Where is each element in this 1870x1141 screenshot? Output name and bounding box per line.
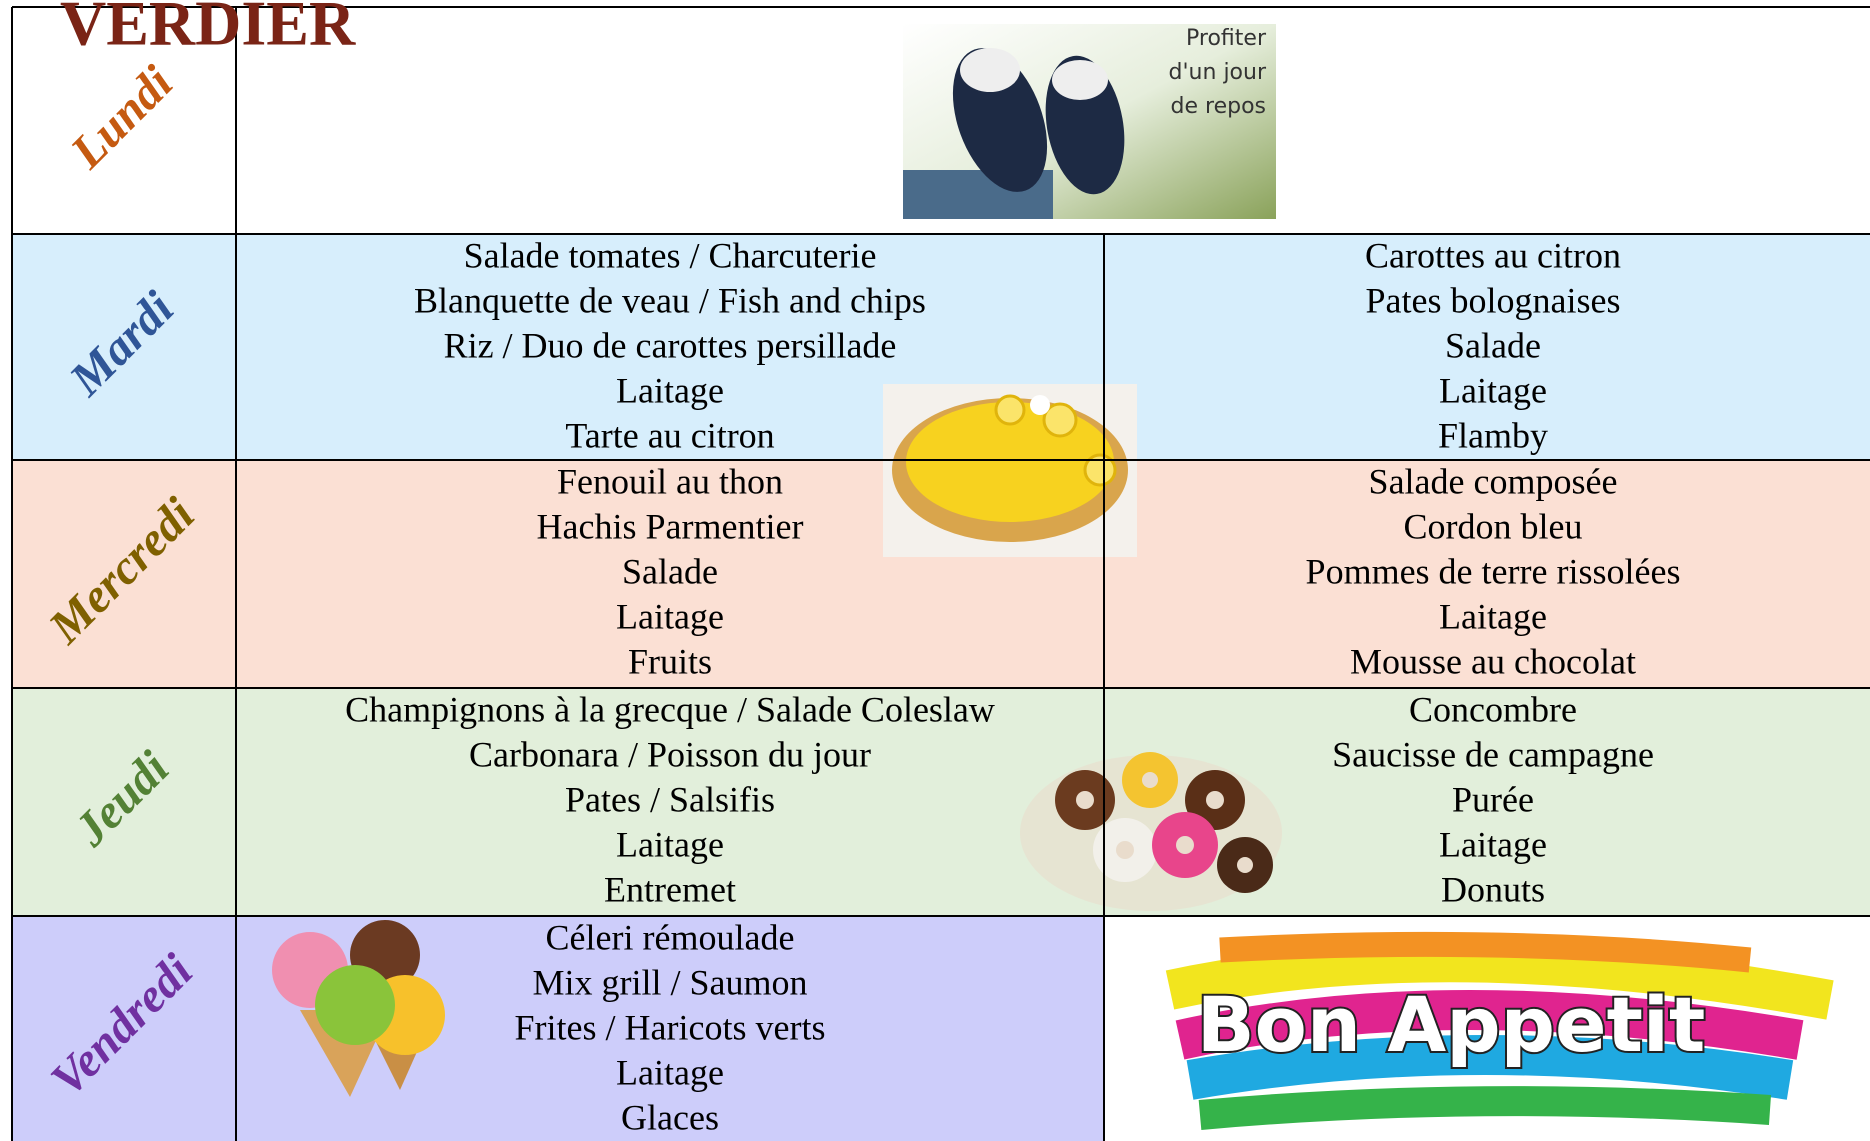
ice-cream-picture (272, 920, 445, 1097)
dinner-item: Concombre (1409, 689, 1577, 729)
bon-appetit-banner: Bon Appetit (1165, 930, 1834, 1130)
lunch-item: Carbonara / Poisson du jour (469, 734, 871, 774)
dinner-item: Pommes de terre rissolées (1306, 551, 1681, 591)
lemon-tart-picture (883, 384, 1137, 557)
dinner-item: Salade (1445, 325, 1541, 365)
rest-day-picture (903, 24, 1276, 219)
dinner-item: Pates bolognaises (1366, 280, 1621, 320)
dinner-item: Flamby (1438, 415, 1548, 455)
lunch-item: Tarte au citron (565, 415, 774, 455)
lunch-item: Salade (622, 551, 718, 591)
lunch-item: Laitage (616, 370, 724, 410)
closing-text: Bon Appetit (1197, 980, 1706, 1069)
lunch-item: Laitage (616, 824, 724, 864)
lunch-item: Blanquette de veau / Fish and chips (414, 280, 926, 320)
dinner-item: Laitage (1439, 596, 1547, 636)
donuts-picture (1020, 752, 1282, 911)
lunch-item: Hachis Parmentier (537, 506, 804, 546)
row-background (12, 688, 1870, 916)
lunch-item: Champignons à la grecque / Salade Colesl… (345, 689, 995, 729)
lunch-item: Glaces (621, 1097, 719, 1137)
lunch-item: Riz / Duo de carottes persillade (444, 325, 897, 365)
lunch-item: Frites / Haricots verts (515, 1007, 826, 1047)
rest-note: de repos (1171, 94, 1266, 119)
rest-note: d'un jour (1169, 60, 1267, 85)
lunch-item: Entremet (604, 869, 736, 909)
lunch-item: Laitage (616, 596, 724, 636)
dinner-item: Laitage (1439, 370, 1547, 410)
rest-note: Profiter (1186, 26, 1267, 51)
dinner-item: Salade composée (1369, 461, 1618, 501)
lunch-item: Céleri rémoulade (546, 917, 795, 957)
lunch-item: Salade tomates / Charcuterie (464, 235, 877, 275)
lunch-item: Laitage (616, 1052, 724, 1092)
lunch-item: Mix grill / Saumon (532, 962, 807, 1002)
lunch-item: Fenouil au thon (557, 461, 783, 501)
dinner-item: Carottes au citron (1365, 235, 1621, 275)
dinner-item: Donuts (1441, 869, 1545, 909)
dinner-item: Purée (1452, 779, 1534, 819)
logo: VERDIER (60, 0, 356, 59)
lunch-item: Fruits (628, 641, 712, 681)
dinner-item: Cordon bleu (1404, 506, 1583, 546)
dinner-item: Laitage (1439, 824, 1547, 864)
dinner-item: Mousse au chocolat (1350, 641, 1636, 681)
lunch-item: Pates / Salsifis (565, 779, 775, 819)
dinner-item: Saucisse de campagne (1332, 734, 1654, 774)
